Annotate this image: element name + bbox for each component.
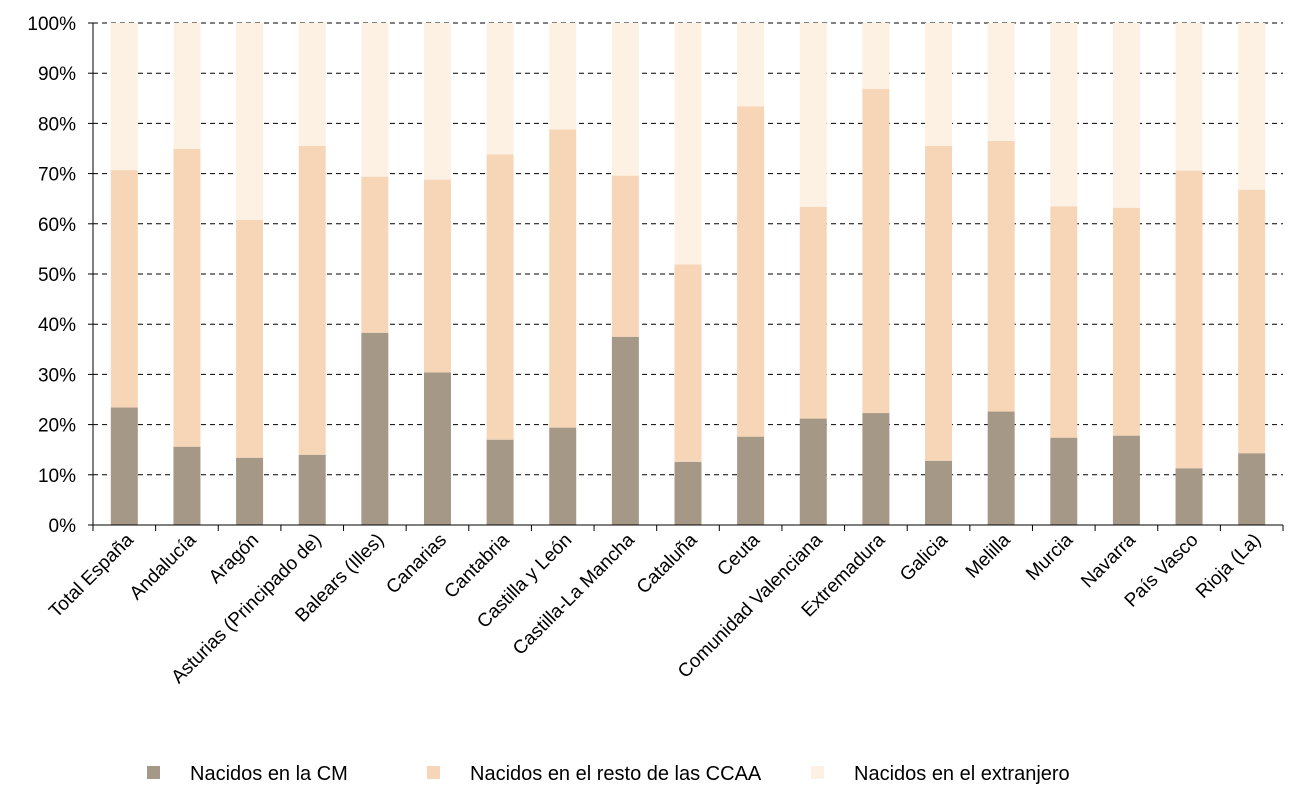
bar-andalucia-series-2 bbox=[173, 149, 201, 447]
bar-cataluna-series-2 bbox=[674, 264, 702, 462]
bar-castilla-la-mancha-series-2 bbox=[611, 175, 639, 337]
y-tick-label: 40% bbox=[38, 315, 76, 336]
x-tick-label-total-espana: Total España bbox=[45, 529, 138, 622]
x-tick-label-ceuta: Ceuta bbox=[713, 529, 764, 580]
x-tick-label-castilla-la-mancha: Castilla-La Mancha bbox=[509, 529, 639, 659]
bar-cantabria-series-2 bbox=[486, 154, 514, 440]
bar-total-espana-series-3 bbox=[110, 23, 138, 171]
bar-cantabria-series-3 bbox=[486, 23, 514, 155]
y-tick-label: 90% bbox=[38, 64, 76, 85]
legend-swatch-1 bbox=[147, 766, 160, 779]
bar-balears-illes-series-3 bbox=[361, 23, 389, 177]
bar-total-espana-series-2 bbox=[110, 170, 138, 408]
axes bbox=[88, 22, 1284, 531]
y-tick-label: 100% bbox=[27, 14, 76, 35]
y-tick-label: 80% bbox=[38, 114, 76, 135]
bar-balears-illes-series-2 bbox=[361, 176, 389, 333]
bar-cataluna-series-1 bbox=[674, 461, 702, 525]
bar-canarias-series-2 bbox=[423, 179, 451, 373]
bar-extremadura-series-2 bbox=[862, 88, 890, 414]
bar-asturias-principado-de-series-2 bbox=[298, 145, 326, 455]
y-tick-labels: 0% 10% 20% 30% 40% 50% 60% 70% 80% 90% 100% bbox=[27, 14, 76, 537]
legend-swatch-2 bbox=[427, 766, 440, 779]
x-tick-label-andalucia: Andalucía bbox=[126, 529, 201, 604]
bar-comunidad-valenciana-series-2 bbox=[799, 206, 827, 419]
bar-balears-illes-series-1 bbox=[361, 332, 389, 525]
bar-ceuta-series-2 bbox=[737, 106, 765, 437]
x-tick-label-cataluna: Cataluña bbox=[633, 529, 702, 598]
bar-galicia-series-1 bbox=[925, 460, 953, 525]
bar-comunidad-valenciana-series-1 bbox=[799, 418, 827, 525]
bar-aragon-series-2 bbox=[236, 219, 264, 458]
bar-murcia-series-2 bbox=[1050, 206, 1078, 438]
bar-galicia-series-2 bbox=[925, 145, 953, 461]
y-tick-label: 70% bbox=[38, 165, 76, 186]
bar-extremadura-series-1 bbox=[862, 413, 890, 525]
bar-navarra-series-3 bbox=[1112, 23, 1140, 208]
legend-swatch-3 bbox=[811, 766, 824, 779]
bar-andalucia-series-3 bbox=[173, 23, 201, 150]
bar-melilla-series-2 bbox=[987, 140, 1015, 412]
bars bbox=[110, 23, 1266, 525]
bar-asturias-principado-de-series-1 bbox=[298, 454, 326, 525]
bar-navarra-series-2 bbox=[1112, 207, 1140, 436]
y-tick-label: 50% bbox=[38, 265, 76, 286]
bar-total-espana-series-1 bbox=[110, 407, 138, 525]
x-tick-label-navarra: Navarra bbox=[1077, 529, 1140, 592]
y-tick-label: 30% bbox=[38, 365, 76, 386]
bar-asturias-principado-de-series-3 bbox=[298, 23, 326, 146]
bar-navarra-series-1 bbox=[1112, 435, 1140, 525]
bar-castilla-y-leon-series-1 bbox=[549, 427, 577, 525]
bar-aragon-series-3 bbox=[236, 23, 264, 220]
bar-canarias-series-3 bbox=[423, 23, 451, 180]
bar-castilla-y-leon-series-2 bbox=[549, 129, 577, 428]
x-tick-label-melilla: Melilla bbox=[962, 529, 1015, 582]
x-tick-label-aragon: Aragón bbox=[205, 530, 263, 588]
x-tick-label-rioja-la: Rioja (La) bbox=[1192, 530, 1265, 603]
bar-extremadura-series-3 bbox=[862, 23, 890, 89]
x-tick-label-murcia: Murcia bbox=[1022, 529, 1077, 584]
bar-pais-vasco-series-1 bbox=[1175, 468, 1203, 525]
bar-comunidad-valenciana-series-3 bbox=[799, 23, 827, 207]
y-tick-label: 20% bbox=[38, 416, 76, 437]
bar-cataluna-series-3 bbox=[674, 23, 702, 265]
bar-castilla-la-mancha-series-3 bbox=[611, 23, 639, 176]
bar-castilla-la-mancha-series-1 bbox=[611, 336, 639, 525]
bar-rioja-la-series-1 bbox=[1238, 453, 1266, 525]
bar-melilla-series-3 bbox=[987, 23, 1015, 141]
bar-canarias-series-1 bbox=[423, 372, 451, 525]
bar-galicia-series-3 bbox=[925, 23, 953, 146]
y-tick-label: 10% bbox=[38, 466, 76, 487]
legend-label-2: Nacidos en el resto de las CCAA bbox=[470, 763, 762, 785]
bar-cantabria-series-1 bbox=[486, 439, 514, 525]
bar-rioja-la-series-2 bbox=[1238, 189, 1266, 454]
y-tick-label: 60% bbox=[38, 215, 76, 236]
bar-aragon-series-1 bbox=[236, 457, 264, 525]
legend-label-3: Nacidos en el extranjero bbox=[854, 763, 1070, 785]
legend-label-1: Nacidos en la CM bbox=[190, 763, 348, 785]
legend: Nacidos en la CM Nacidos en el resto de l… bbox=[147, 763, 1070, 785]
bar-melilla-series-1 bbox=[987, 411, 1015, 525]
bar-murcia-series-3 bbox=[1050, 23, 1078, 207]
bar-rioja-la-series-3 bbox=[1238, 23, 1266, 190]
bar-pais-vasco-series-3 bbox=[1175, 23, 1203, 171]
bar-andalucia-series-1 bbox=[173, 446, 201, 525]
bar-castilla-y-leon-series-3 bbox=[549, 23, 577, 130]
bar-pais-vasco-series-2 bbox=[1175, 170, 1203, 469]
bar-ceuta-series-1 bbox=[737, 436, 765, 525]
y-tick-label: 0% bbox=[49, 516, 77, 537]
bar-murcia-series-1 bbox=[1050, 437, 1078, 525]
bar-ceuta-series-3 bbox=[737, 23, 765, 107]
x-tick-label-galicia: Galicia bbox=[896, 529, 952, 585]
